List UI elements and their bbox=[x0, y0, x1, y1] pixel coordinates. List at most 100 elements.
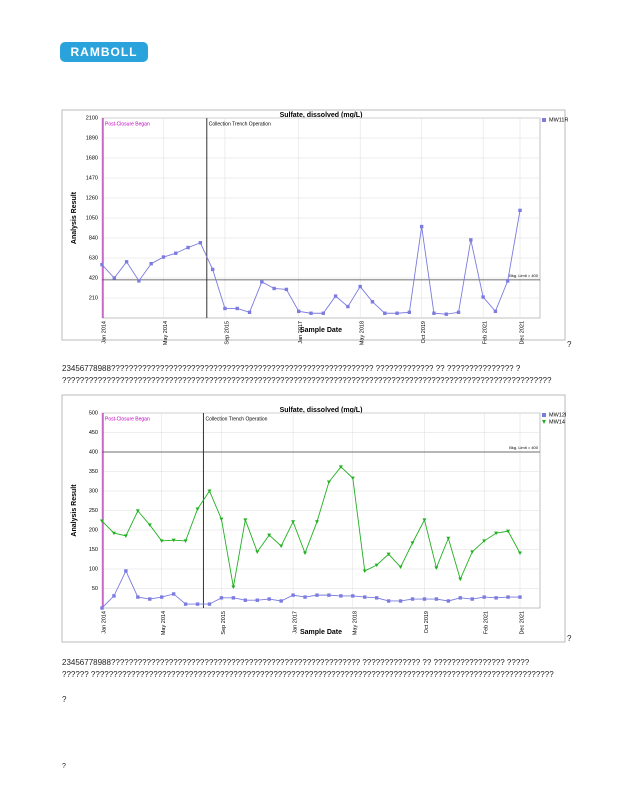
data-point bbox=[370, 300, 375, 304]
data-point bbox=[309, 311, 313, 315]
legend-swatch bbox=[542, 420, 546, 424]
y-tick-label: 840 bbox=[89, 235, 98, 241]
data-point bbox=[444, 312, 448, 316]
data-point bbox=[469, 238, 473, 242]
data-point bbox=[321, 311, 325, 315]
data-point bbox=[297, 309, 301, 314]
y-tick-label: 1050 bbox=[86, 215, 98, 221]
data-point bbox=[410, 597, 415, 601]
data-point bbox=[333, 294, 338, 298]
data-point bbox=[326, 480, 331, 485]
data-point bbox=[272, 286, 276, 291]
data-point bbox=[470, 597, 474, 601]
data-point bbox=[506, 529, 511, 534]
logo-box bbox=[60, 42, 148, 62]
data-point bbox=[303, 551, 308, 556]
event-label: Collection Trench Operation bbox=[205, 416, 267, 422]
data-point bbox=[195, 507, 200, 511]
data-point bbox=[291, 520, 296, 524]
data-point bbox=[303, 595, 307, 599]
data-point bbox=[350, 476, 355, 481]
caption: 23456778988?????????????????????????????… bbox=[62, 658, 530, 667]
data-point bbox=[339, 594, 343, 598]
data-point bbox=[124, 569, 128, 573]
data-point bbox=[186, 245, 190, 250]
data-point bbox=[183, 602, 188, 606]
legend-swatch bbox=[542, 413, 546, 417]
x-tick-label: Feb 2021 bbox=[483, 321, 489, 344]
x-tick-label: May 2018 bbox=[360, 321, 366, 345]
data-point bbox=[219, 596, 224, 600]
y-tick-label: 400 bbox=[89, 449, 98, 455]
data-point bbox=[210, 267, 215, 272]
x-tick-label: Jan 2017 bbox=[293, 611, 299, 634]
data-point bbox=[346, 304, 350, 309]
x-tick-label: Jan 2014 bbox=[101, 321, 107, 344]
data-point bbox=[374, 596, 379, 600]
data-point bbox=[386, 599, 391, 603]
y-tick-label: 50 bbox=[92, 586, 98, 592]
chart-title: Sulfate, dissolved (mg/L) bbox=[280, 112, 363, 119]
data-point bbox=[363, 595, 367, 599]
data-point bbox=[386, 552, 391, 557]
data-point bbox=[458, 596, 462, 600]
data-point bbox=[267, 597, 271, 601]
data-point bbox=[123, 534, 128, 538]
data-point bbox=[243, 518, 248, 522]
data-point bbox=[171, 592, 176, 596]
data-point bbox=[482, 595, 486, 599]
y-tick-label: 450 bbox=[89, 430, 98, 436]
reference-label: Bkg. Limit = 400 bbox=[509, 273, 539, 278]
data-point bbox=[255, 550, 260, 554]
y-tick-label: 1470 bbox=[86, 175, 98, 181]
data-point bbox=[183, 539, 188, 543]
x-tick-label: May 2014 bbox=[163, 321, 169, 345]
data-point bbox=[260, 280, 264, 284]
x-tick-label: May 2018 bbox=[352, 611, 358, 635]
data-point bbox=[207, 602, 212, 606]
data-point bbox=[159, 539, 164, 543]
marker-text: ? bbox=[62, 763, 66, 770]
data-point bbox=[231, 585, 236, 589]
data-point bbox=[494, 596, 498, 600]
data-point bbox=[284, 287, 289, 292]
y-tick-label: 500 bbox=[89, 410, 98, 416]
data-point bbox=[481, 295, 485, 299]
data-point bbox=[171, 538, 176, 543]
logo-text: RAMBOLL bbox=[71, 45, 138, 59]
data-point bbox=[458, 577, 463, 582]
y-tick-label: 1260 bbox=[86, 195, 98, 201]
data-point bbox=[136, 595, 140, 599]
data-point bbox=[470, 550, 475, 554]
data-point bbox=[243, 598, 248, 602]
y-tick-label: 2100 bbox=[86, 115, 98, 121]
y-tick-label: 1680 bbox=[86, 155, 98, 161]
data-point bbox=[174, 251, 178, 255]
data-point bbox=[434, 597, 439, 601]
x-tick-label: Feb 2021 bbox=[484, 611, 490, 634]
chart-frame bbox=[61, 109, 566, 341]
event-label: Post-Closure Began bbox=[105, 416, 150, 422]
data-point bbox=[124, 260, 129, 264]
event-label: Collection Trench Operation bbox=[209, 121, 271, 127]
data-point bbox=[398, 565, 403, 570]
data-point bbox=[111, 531, 116, 536]
data-point bbox=[279, 599, 283, 603]
y-tick-label: 630 bbox=[89, 255, 98, 261]
data-point bbox=[482, 539, 487, 543]
x-axis-label: Sample Date bbox=[300, 629, 342, 636]
data-point bbox=[112, 276, 116, 280]
data-point bbox=[207, 489, 212, 493]
data-point bbox=[446, 536, 451, 541]
data-point bbox=[279, 544, 284, 548]
data-point bbox=[410, 541, 415, 545]
data-point bbox=[395, 311, 399, 315]
y-tick-label: 300 bbox=[89, 488, 98, 494]
chart-frame bbox=[61, 394, 566, 643]
data-point bbox=[432, 311, 436, 315]
x-tick-label: Dec 2021 bbox=[519, 321, 525, 345]
data-point bbox=[161, 255, 166, 259]
legend-label: MW11R bbox=[549, 117, 568, 123]
reference-label: Bkg. Limit = 400 bbox=[509, 445, 539, 450]
